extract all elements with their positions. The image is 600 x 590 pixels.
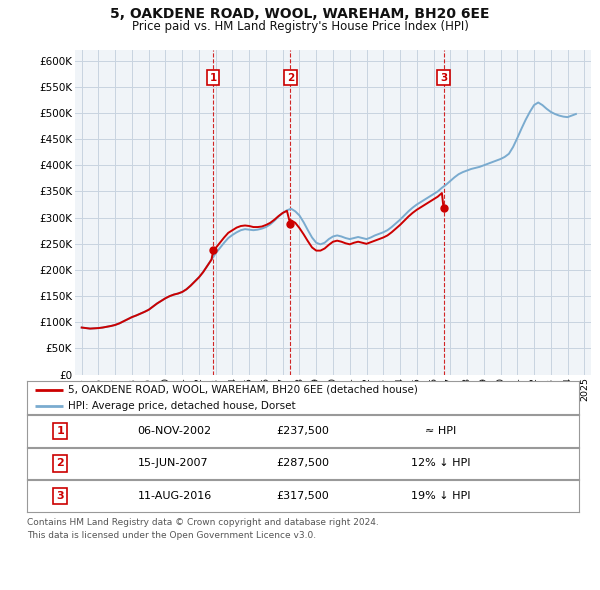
Text: 15-JUN-2007: 15-JUN-2007 — [137, 458, 208, 468]
Text: £287,500: £287,500 — [277, 458, 329, 468]
Text: £237,500: £237,500 — [277, 426, 329, 436]
Text: 1: 1 — [209, 73, 217, 83]
Text: HPI: Average price, detached house, Dorset: HPI: Average price, detached house, Dors… — [68, 401, 296, 411]
Text: 19% ↓ HPI: 19% ↓ HPI — [411, 491, 471, 501]
Text: 2: 2 — [287, 73, 294, 83]
Text: 2: 2 — [56, 458, 64, 468]
Text: 3: 3 — [56, 491, 64, 501]
Text: 3: 3 — [440, 73, 447, 83]
Text: £317,500: £317,500 — [277, 491, 329, 501]
Text: Price paid vs. HM Land Registry's House Price Index (HPI): Price paid vs. HM Land Registry's House … — [131, 20, 469, 33]
Text: Contains HM Land Registry data © Crown copyright and database right 2024.
This d: Contains HM Land Registry data © Crown c… — [27, 518, 379, 539]
Text: 12% ↓ HPI: 12% ↓ HPI — [411, 458, 471, 468]
Text: ≈ HPI: ≈ HPI — [425, 426, 457, 436]
Text: 5, OAKDENE ROAD, WOOL, WAREHAM, BH20 6EE: 5, OAKDENE ROAD, WOOL, WAREHAM, BH20 6EE — [110, 7, 490, 21]
Text: 06-NOV-2002: 06-NOV-2002 — [137, 426, 212, 436]
Text: 11-AUG-2016: 11-AUG-2016 — [137, 491, 212, 501]
Text: 1: 1 — [56, 426, 64, 436]
Text: 5, OAKDENE ROAD, WOOL, WAREHAM, BH20 6EE (detached house): 5, OAKDENE ROAD, WOOL, WAREHAM, BH20 6EE… — [68, 385, 418, 395]
